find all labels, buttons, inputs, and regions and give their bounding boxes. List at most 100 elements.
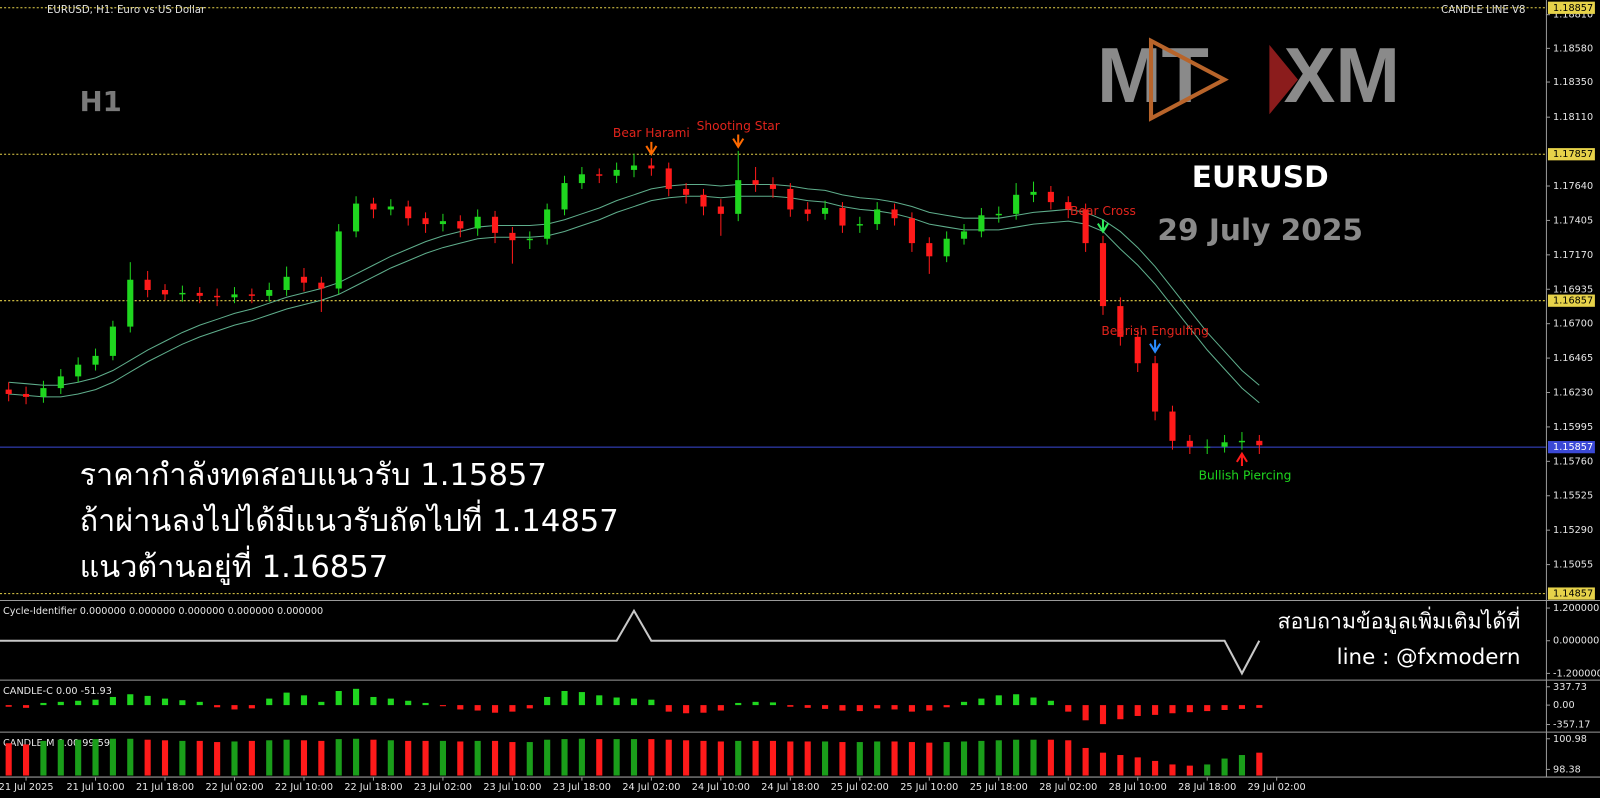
x-tick-label: 22 Jul 18:00 [344,782,402,793]
histogram-bar [40,740,47,776]
candle-body [960,231,968,239]
histogram-bar [1065,705,1072,712]
histogram-bar [92,739,99,776]
histogram-bar [196,740,203,776]
indicator-line [0,608,1261,676]
histogram-bar [995,695,1002,706]
candle-body [856,224,863,226]
y-tick-label: 1.200000 [1553,603,1599,614]
candle-body [266,289,273,296]
histogram-bar [735,702,742,706]
histogram-bar [335,739,342,776]
histogram-bar [300,695,308,706]
candle-body [1169,411,1176,441]
candle-body [422,218,429,225]
histogram-bar [474,740,481,776]
histogram-bar [405,700,412,706]
histogram-bar [144,739,151,776]
histogram-bar [943,742,950,776]
candle-body [57,376,64,389]
y-tick-label: 1.15525 [1553,491,1593,502]
candle-body [127,279,134,327]
histogram-bar [422,740,429,776]
pane-title: Cycle-Identifier 0.000000 0.000000 0.000… [3,606,323,617]
y-tick-label: 1.15995 [1553,422,1593,433]
pattern-label: Bullish Piercing [1199,469,1292,483]
histogram-bar [1099,752,1107,776]
histogram-bar [822,705,829,709]
histogram-bar [874,741,881,776]
histogram-bar [1204,705,1211,712]
histogram-bar [22,705,30,708]
timeframe-label: H1 [80,86,122,118]
y-tick-label: 0.000000 [1553,636,1599,647]
histogram-bar [856,742,863,776]
histogram-bar [1013,739,1020,776]
histogram-bar [457,705,464,710]
histogram-bar [596,739,603,776]
contact-text: สอบถามข้อมูลเพิ่มเติมได้ที่ line : @fxmo… [1277,606,1520,670]
y-tick-label: 1.15055 [1553,560,1593,571]
histogram-bar [1082,747,1089,776]
histogram-bar [474,705,481,711]
histogram-bar [769,702,777,706]
histogram-bar [1221,758,1228,776]
pane-title: CANDLE-M 0.00 99.59 [3,738,110,749]
candle-body [109,326,116,356]
histogram-bar [856,705,863,712]
pattern-label: Bear Cross [1070,204,1136,218]
pattern-arrow [645,141,658,157]
candle-body [1013,194,1020,214]
y-tick-label: -1.200000 [1553,668,1600,679]
histogram-bar [891,741,898,776]
histogram-bar [5,705,12,707]
y-tick-label: 1.18350 [1553,77,1593,88]
level-tag-label: 1.16857 [1553,296,1593,307]
level-tag [1547,587,1595,600]
candle-body [370,203,377,210]
histogram-bar [231,705,238,710]
histogram-bar [752,701,759,706]
header-symbol: EURUSD, H1: Euro vs US Dollar [47,5,206,16]
histogram-bar [283,739,290,776]
candle-body [335,231,342,289]
histogram-bar [457,741,464,776]
candle-body [908,218,915,244]
candle-body [1152,363,1159,412]
candle-body [1256,440,1263,446]
candle-body [630,165,638,170]
x-tick-label: 23 Jul 18:00 [553,782,611,793]
histogram-bar [874,705,881,709]
histogram-bar [839,742,846,776]
histogram-bar [353,688,360,706]
pattern-arrow [1149,339,1162,354]
y-tick-label: 1.16700 [1553,319,1593,330]
histogram-bar [161,740,169,776]
histogram-bar [908,742,915,776]
histogram-bar [439,740,446,776]
candle-body [648,165,655,169]
candle-body [457,221,464,229]
histogram-bar [161,698,169,706]
histogram-bar [1204,764,1211,776]
histogram-bar [735,740,742,776]
candle-body [804,209,811,214]
candle-body [874,209,881,225]
pane-frames [0,0,1600,778]
y-tick-label: 337.73 [1553,682,1587,693]
histogram-bar [943,705,950,708]
histogram-bar [75,700,82,706]
histogram-bar [1065,740,1072,776]
logo-triangle [1269,44,1298,115]
histogram-bar [57,701,64,706]
ma-line [8,195,1260,404]
histogram-bar [127,694,134,706]
candle-body [231,294,238,298]
histogram-bar [231,741,238,776]
y-tick-label: -357.17 [1553,720,1590,731]
candle-body [196,292,203,296]
level-tag-label: 1.17857 [1553,149,1593,160]
histogram-bar [613,739,620,776]
